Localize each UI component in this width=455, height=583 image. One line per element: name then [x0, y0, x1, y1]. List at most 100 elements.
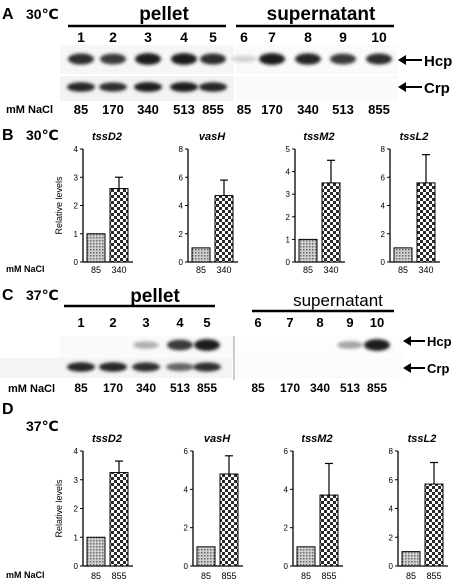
panel-b-chart-4-y-tick-label-4: 4	[381, 202, 386, 211]
a-nacl-value-10: 855	[368, 102, 390, 117]
a-hcp-band-10	[366, 53, 392, 65]
panel-d-chart-2-y-tick-label-2: 2	[184, 524, 189, 533]
panel-b-chart-1: tssD2 0 1 2 3 4 85 340 Relative levels	[54, 131, 133, 275]
panel-d-chart-3-category-85: 85	[301, 571, 311, 581]
panel-d-chart-2-y-tick-label-4: 4	[184, 485, 189, 494]
a-hcp-band-8	[295, 53, 321, 65]
panel-b-chart-2-y-tick-label-0: 0	[179, 258, 184, 267]
panel-b-chart-3-category-340: 340	[323, 265, 338, 275]
panel-b-chart-4-bar-340	[416, 182, 436, 263]
panel-a-nacl-prefix: mM NaCl	[6, 104, 53, 116]
c-nacl-value-1: 85	[74, 381, 88, 395]
c-lane-3: 3	[142, 315, 149, 330]
c-lane-9: 9	[346, 315, 353, 330]
a-lane-8: 8	[304, 29, 312, 45]
panel-a-temperature: 30℃	[26, 6, 59, 22]
panel-d-chart-2-bar-85	[196, 546, 216, 567]
panel-a-hcp-arrowhead	[398, 55, 406, 65]
panel-b-chart-3: tssM2 0 1 2 3 4 5 85 340	[286, 131, 345, 275]
panel-d-chart-3-title: tssM2	[301, 433, 332, 445]
panel-b-chart-3-y-tick-label-4: 4	[286, 168, 291, 177]
a-hcp-band-4	[171, 53, 197, 65]
panel-d-chart-2-bar-855	[219, 473, 239, 567]
panel-b-chart-3-bar-340	[321, 182, 341, 263]
panel-b-chart-1-bar-85	[86, 233, 106, 263]
c-nacl-value-6: 85	[251, 381, 265, 395]
panel-b-chart-3-y-tick-label-0: 0	[286, 258, 291, 267]
a-hcp-band-1	[68, 53, 94, 65]
panel-b-chart-4-y-tick-label-6: 6	[381, 173, 386, 182]
panel-a-crp-arrowhead	[398, 82, 406, 92]
a-lane-2: 2	[109, 29, 117, 45]
panel-a-nacl-values: 85 170 340 513 855 85 170 340 513 855	[74, 102, 390, 117]
a-nacl-value-9: 513	[332, 102, 354, 117]
panel-b-chart-1-y-tick-label-1: 1	[74, 230, 79, 239]
panel-d-chart-1-y-tick-label-3: 3	[74, 476, 79, 485]
panel-b-chart-3-y-tick-label-3: 3	[286, 190, 291, 199]
panel-c-blot-hcp-supernatant	[236, 336, 402, 358]
panel-b-temperature: 30℃	[26, 127, 59, 143]
a-hcp-band-3	[135, 53, 161, 65]
panel-b-chart-1-y-label: Relative levels	[54, 176, 64, 235]
c-nacl-value-4: 513	[170, 381, 190, 395]
panel-c-nacl-values: 85 170 340 513 855 85 170 340 513 855	[74, 381, 387, 395]
c-hcp-band-3	[133, 341, 159, 349]
panel-b-chart-2: vasH 0 2 4 6 8 85 340	[179, 131, 238, 275]
panel-d-chart-4-title: tssL2	[408, 433, 437, 445]
panel-d-chart-2-category-855: 855	[221, 571, 236, 581]
panel-b-chart-4-y-tick-label-8: 8	[381, 145, 386, 154]
panel-a-blot-crp-supernatant	[236, 76, 398, 101]
panel-d-chart-1-y-tick-label-2: 2	[74, 505, 79, 514]
panel-c-hcp-bands	[133, 339, 390, 351]
a-crp-band-4	[170, 82, 198, 92]
c-nacl-value-8: 340	[310, 381, 330, 395]
panel-d-chart-4-y-tick-label-6: 6	[389, 476, 394, 485]
panel-d-chart-1-category-85: 85	[91, 571, 101, 581]
c-nacl-value-3: 340	[136, 381, 156, 395]
c-crp-band-5	[193, 362, 221, 372]
panel-a-crp-label: Crp	[424, 80, 450, 97]
panel-b-chart-2-bar-85	[191, 247, 211, 263]
panel-b-chart-1-category-85: 85	[91, 265, 101, 275]
panel-c-pellet-label: pellet	[130, 286, 180, 307]
panel-b-chart-3-category-85: 85	[303, 265, 313, 275]
panel-b-chart-1-title: tssD2	[92, 131, 122, 143]
a-crp-band-1	[67, 82, 95, 92]
panel-b-chart-3-title: tssM2	[303, 131, 334, 143]
panel-a-pellet-label: pellet	[139, 4, 189, 25]
panel-b-chart-1-y-tick-label-0: 0	[74, 258, 79, 267]
panel-b-chart-4-bar-85	[393, 247, 413, 263]
panel-b-chart-4-y-tick-label-2: 2	[381, 230, 386, 239]
panel-a-supernatant-label: supernatant	[267, 4, 376, 25]
panel-b-chart-1-y-tick-label-2: 2	[74, 202, 79, 211]
panel-c-lane-numbers: 1 2 3 4 5 6 7 8 9 10	[77, 315, 384, 330]
panel-d-chart-3-category-855: 855	[321, 571, 336, 581]
a-lane-7: 7	[268, 29, 276, 45]
panel-a-letter: A	[2, 6, 14, 23]
panel-b-chart-3-y-tick-label-2: 2	[286, 213, 291, 222]
panel-c-supernatant-label: supernatant	[293, 291, 383, 310]
a-lane-3: 3	[144, 29, 152, 45]
panel-c-blot-crp-supernatant	[236, 358, 402, 378]
a-crp-band-5	[199, 82, 227, 92]
a-hcp-band-6	[231, 55, 257, 63]
a-hcp-band-7	[259, 53, 285, 65]
c-hcp-band-10	[364, 339, 390, 351]
panel-c-crp-arrowhead	[403, 363, 411, 373]
panel-c-crp-label: Crp	[427, 361, 449, 376]
panel-d-chart-4-bar-855	[424, 483, 444, 567]
panel-a-lane-numbers: 1 2 3 4 5 6 7 8 9 10	[77, 29, 387, 45]
panel-d-temperature: 37℃	[26, 418, 59, 434]
a-lane-1: 1	[77, 29, 85, 45]
c-lane-1: 1	[77, 315, 84, 330]
panel-d: D 37℃ mM NaCl tssD2 0 1 2 3 4 85 855 Relative le…	[2, 401, 448, 581]
panel-d-letter: D	[2, 401, 14, 418]
panel-d-chart-4-y-tick-label-0: 0	[389, 562, 394, 571]
a-nacl-value-1: 85	[74, 102, 88, 117]
a-lane-4: 4	[180, 29, 188, 45]
c-nacl-value-2: 170	[103, 381, 123, 395]
a-hcp-band-2	[100, 53, 126, 65]
panel-b-chart-2-title: vasH	[199, 131, 226, 143]
panel-d-chart-1-y-label: Relative levels	[54, 479, 64, 538]
